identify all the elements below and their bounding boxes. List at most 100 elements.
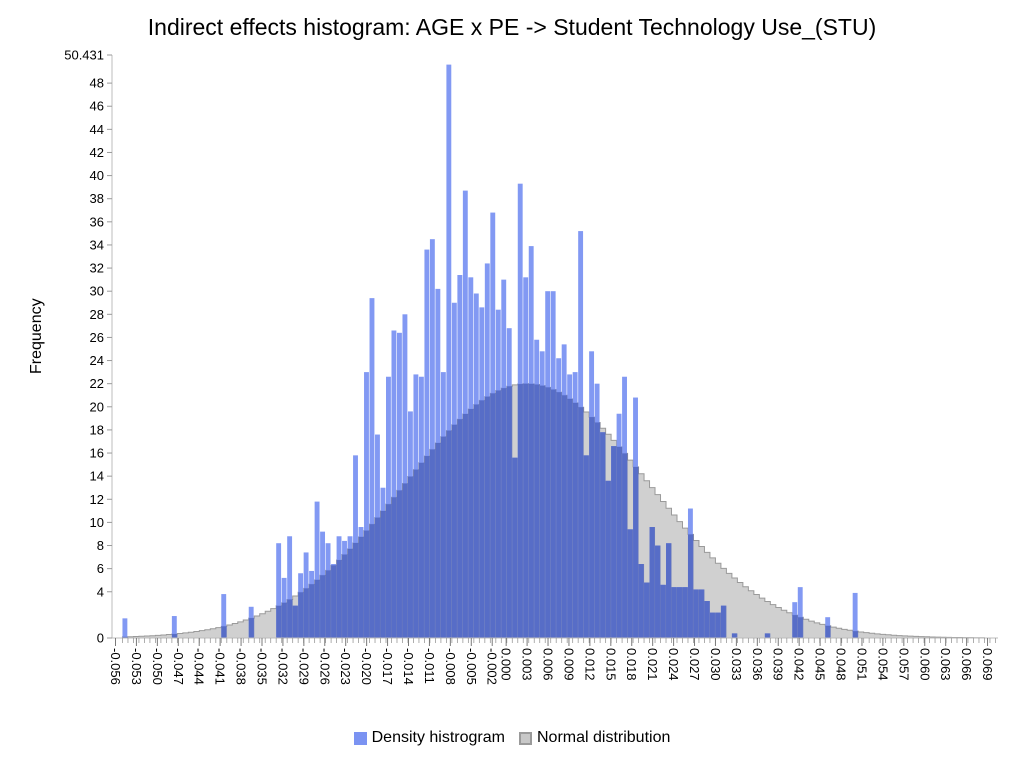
overlap-bar xyxy=(331,565,337,638)
x-tick-label: 0.057 xyxy=(896,648,911,681)
overlap-bar xyxy=(473,404,480,638)
y-tick-label: 20 xyxy=(90,399,104,414)
histogram-bar xyxy=(429,239,435,639)
histogram-bar xyxy=(314,501,320,638)
overlap-bar xyxy=(342,554,348,638)
overlap-bar xyxy=(122,636,128,638)
overlap-bar xyxy=(852,631,859,638)
y-tick-label: 46 xyxy=(90,99,104,114)
x-tick-label: 0.015 xyxy=(603,648,618,681)
histogram-bar xyxy=(424,249,430,638)
legend-label-density: Density histrogram xyxy=(371,729,505,746)
overlap-bar xyxy=(655,545,661,638)
chart-title: Indirect effects histogram: AGE x PE -> … xyxy=(147,14,877,40)
x-tick-label: -0.035 xyxy=(254,648,269,685)
x-tick-label: -0.056 xyxy=(108,648,123,685)
overlap-bar xyxy=(320,575,326,638)
y-tick-label: 24 xyxy=(90,353,104,368)
overlap-bar xyxy=(682,587,688,638)
x-tick-label: -0.008 xyxy=(443,648,458,685)
histogram-bar xyxy=(852,592,858,638)
overlap-bar xyxy=(792,615,798,638)
histogram-bar xyxy=(396,332,402,638)
overlap-bar xyxy=(353,542,359,638)
x-tick-label: 0.030 xyxy=(708,648,723,681)
overlap-bar xyxy=(314,579,321,638)
x-tick-label: 0.039 xyxy=(771,648,786,681)
overlap-bar xyxy=(375,517,381,638)
y-tick-label: 44 xyxy=(90,122,104,137)
x-tick-label: -0.020 xyxy=(359,648,374,685)
legend-item-density[interactable]: Density histrogram xyxy=(353,729,505,747)
y-tick-label: 40 xyxy=(90,168,104,183)
legend-item-normal[interactable]: Normal distribution xyxy=(518,729,671,747)
y-tick-label: 34 xyxy=(90,237,104,252)
overlap-bar xyxy=(720,605,727,638)
y-tick-label: 18 xyxy=(90,422,104,437)
x-tick-label: 0.045 xyxy=(813,648,828,681)
legend-swatch-density xyxy=(353,731,367,745)
x-tick-label: -0.032 xyxy=(275,648,290,685)
overlap-bar xyxy=(561,395,568,638)
overlap-bar xyxy=(325,570,332,638)
overlap-bar xyxy=(276,605,282,638)
histogram-bar xyxy=(446,64,452,639)
overlap-bar xyxy=(709,612,716,638)
overlap-bar xyxy=(523,383,529,638)
overlap-bar xyxy=(402,483,408,638)
overlap-bar xyxy=(435,442,441,638)
x-tick-label: -0.041 xyxy=(213,648,228,685)
x-tick-label: -0.023 xyxy=(338,648,353,685)
legend-label-normal: Normal distribution xyxy=(536,729,671,746)
overlap-bar xyxy=(605,480,612,638)
overlap-bar xyxy=(797,617,804,638)
y-tick-label: 12 xyxy=(90,492,104,507)
x-tick-label: 0.066 xyxy=(959,648,974,681)
x-tick-label: 0.018 xyxy=(624,648,639,681)
overlap-bar xyxy=(248,618,255,638)
legend-swatch-normal xyxy=(518,731,532,745)
overlap-bar xyxy=(479,400,485,638)
histogram-bar xyxy=(287,536,293,638)
overlap-bar xyxy=(764,633,771,638)
overlap-bar xyxy=(550,389,557,638)
x-tick-label: -0.053 xyxy=(129,648,144,685)
overlap-bar xyxy=(704,601,710,638)
x-tick-label: -0.026 xyxy=(317,648,332,685)
x-tick-label: 0.003 xyxy=(520,648,535,681)
y-tick-label: 4 xyxy=(97,584,104,599)
x-tick-label: -0.014 xyxy=(401,648,416,685)
overlap-bar xyxy=(528,383,535,638)
overlap-bar xyxy=(358,536,365,638)
y-tick-label: 16 xyxy=(90,446,104,461)
histogram-bar xyxy=(122,618,128,638)
x-tick-label: 0.048 xyxy=(834,648,849,681)
y-tick-label: 42 xyxy=(90,145,104,160)
overlap-bar xyxy=(396,490,403,638)
histogram-bar xyxy=(369,298,375,638)
histogram-bar xyxy=(797,587,803,638)
legend: Density histrogram Normal distribution xyxy=(0,729,1024,747)
x-tick-label: 0.042 xyxy=(792,648,807,681)
overlap-bar xyxy=(303,588,310,638)
y-tick-label: 14 xyxy=(90,469,104,484)
overlap-bar xyxy=(649,527,656,638)
x-tick-label: -0.017 xyxy=(380,648,395,685)
overlap-bar xyxy=(622,453,628,638)
overlap-bar xyxy=(539,385,546,638)
overlap-bar xyxy=(572,402,579,638)
overlap-bar xyxy=(501,388,507,638)
x-tick-label: 0.036 xyxy=(750,648,765,681)
overlap-bar xyxy=(611,446,617,638)
overlap-bar xyxy=(413,469,419,638)
overlap-bar xyxy=(556,392,562,638)
overlap-bar xyxy=(825,625,831,638)
overlap-layer xyxy=(122,383,859,638)
y-tick-label: 48 xyxy=(90,76,104,91)
overlap-bar xyxy=(484,396,491,638)
x-tick-label: 0.024 xyxy=(666,648,681,681)
x-tick-label: -0.002 xyxy=(485,648,500,685)
overlap-bar xyxy=(583,455,590,638)
y-tick-label: 6 xyxy=(97,561,104,576)
overlap-bar xyxy=(638,564,645,638)
